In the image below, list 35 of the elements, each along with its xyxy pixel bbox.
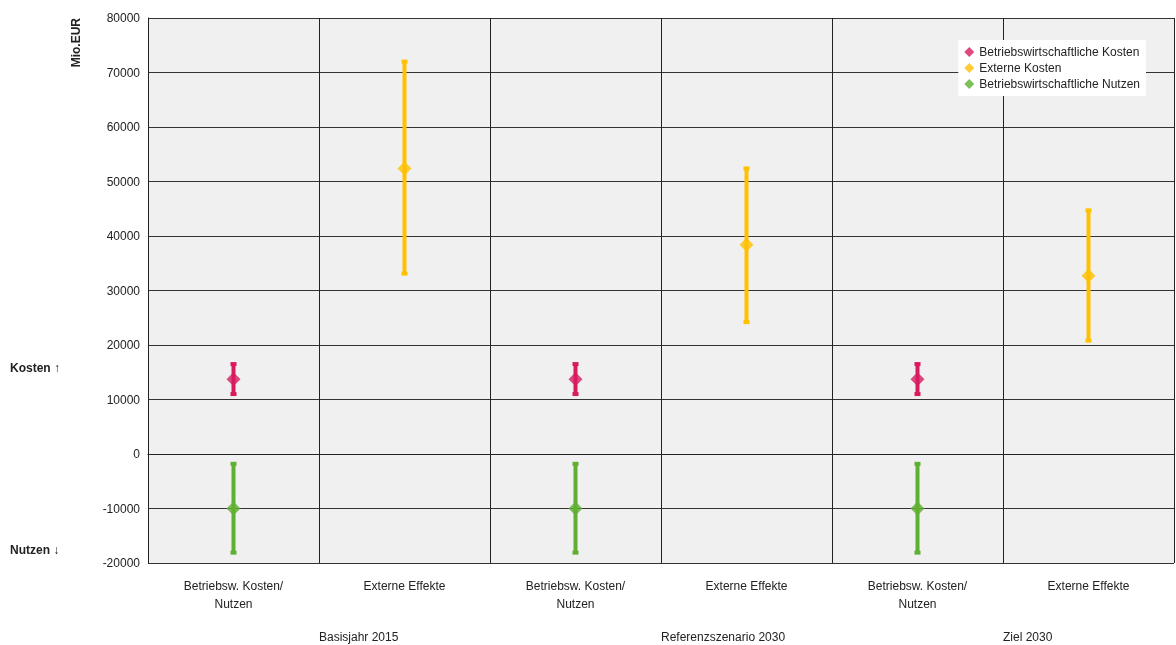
x-tick-label: Externe Effekte [705, 579, 788, 593]
legend-label: Betriebswirtschaftliche Kosten [979, 45, 1140, 59]
legend-label: Externe Kosten [979, 61, 1062, 75]
y-tick-label: 50000 [106, 174, 141, 189]
point [568, 501, 583, 516]
point [568, 372, 583, 387]
y-axis-title: Mio.EUR [69, 17, 83, 68]
point [739, 237, 754, 252]
x-tick-label: Betriebsw. Kosten/Nutzen [525, 579, 626, 611]
y-tick-label: 60000 [106, 120, 141, 134]
y-tick-label: -20000 [102, 556, 141, 570]
y-tick-label: 10000 [106, 392, 141, 407]
text: Nutzen ↓ [10, 543, 60, 557]
y-tick-label: -10000 [102, 501, 141, 516]
y-tick-label: 20000 [106, 338, 141, 352]
text: Kosten ↑ [10, 361, 61, 375]
x-tick-label: Externe Effekte [363, 579, 446, 593]
point [910, 501, 925, 516]
x-tick-label: Externe Effekte [1047, 579, 1130, 593]
text: Basisjahr 2015 [319, 630, 399, 644]
point [910, 372, 925, 387]
y-tick-label: 0 [133, 447, 141, 461]
text: Ziel 2030 [1003, 630, 1053, 644]
y-tick-label: 80000 [106, 11, 141, 25]
legend-label: Betriebswirtschaftliche Nutzen [979, 77, 1140, 91]
y-tick-label: 70000 [106, 65, 141, 80]
y-tick-label: 40000 [106, 229, 141, 243]
point [226, 501, 241, 516]
y-tick-label: 30000 [106, 283, 141, 298]
point [1081, 268, 1096, 283]
point [397, 161, 412, 176]
x-tick-label: Betriebsw. Kosten/Nutzen [183, 579, 284, 611]
x-tick-label: Betriebsw. Kosten/Nutzen [867, 579, 968, 611]
point [226, 372, 241, 387]
text: Referenzszenario 2030 [661, 630, 786, 644]
